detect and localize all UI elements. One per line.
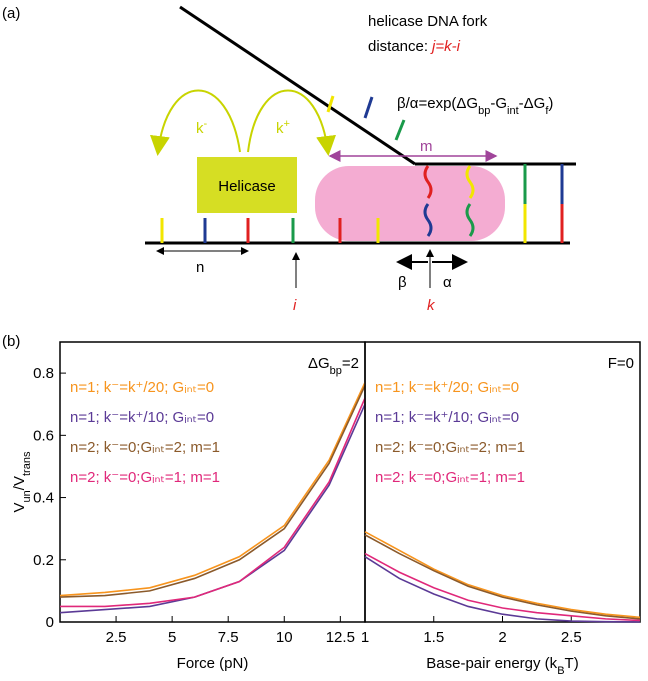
label-part: k [276,120,284,137]
legend-entry: n=2; k⁻=0;Gᵢₙₜ=2; m=1 [70,439,220,456]
series-line [59,382,366,597]
legend-entry: n=2; k⁻=0;Gᵢₙₜ=1; m=1 [375,469,525,486]
legend-entry: n=1; k⁻=k⁺/10; Gᵢₙₜ=0 [375,409,519,426]
label-part: -G [490,95,507,112]
y-tick-label: 0.4 [33,490,54,507]
y-tick-label: 0.8 [33,365,54,382]
label-part: V [11,502,28,512]
panel-label: (a) [2,5,20,22]
x-tick-label: 1.5 [423,629,444,646]
fork-title: helicase DNA fork [368,13,488,30]
x-tick-label: 5 [168,629,176,646]
label-part: B [557,665,564,677]
legend-entry: n=2; k⁻=0;Gᵢₙₜ=2; m=1 [375,439,525,456]
rate-arrow [150,89,241,156]
label-part: int [507,105,519,117]
series-line [364,552,641,622]
x-axis-label: Base-pair energy (kBT) [426,655,578,677]
series-line [364,534,641,620]
x-tick-label: 1 [361,629,369,646]
label-part: + [284,118,290,130]
x-tick-label: 12.5 [326,629,355,646]
label-part: k [196,120,204,137]
m-label: m [420,138,433,155]
label-part: ΔG [308,355,330,372]
label-part: =2 [342,355,359,372]
k-minus-label: k- [196,118,208,137]
x-tick-label: 2.5 [561,629,582,646]
alpha-label: α [443,274,452,291]
annotation: ΔGbp=2 [308,355,359,377]
label-part: trans [21,451,33,476]
x-tick-label: 2.5 [106,629,127,646]
x-axis-label: Force (pN) [177,655,249,672]
dna-strand [179,5,416,166]
legend-entry: n=2; k⁻=0;Gᵢₙₜ=1; m=1 [70,469,220,486]
y-axis-label: Vun/Vtrans [11,451,33,512]
series-line [364,531,641,619]
k-label: k [427,297,436,314]
series-line [364,555,641,623]
helicase-label: Helicase [218,178,276,195]
legend-entry: n=1; k⁻=k⁺/10; Gᵢₙₜ=0 [70,409,214,426]
n-label: n [196,259,204,276]
annotation: F=0 [608,355,634,372]
bases [160,95,564,243]
y-tick-label: 0.2 [33,552,54,569]
series-line [59,403,366,614]
label-part: distance: [368,38,428,55]
beta-label: β [398,274,407,291]
y-tick-label: 0 [46,614,54,631]
legend-entry: n=1; k⁻=k⁺/20; Gᵢₙₜ=0 [375,379,519,396]
series-line [59,385,366,598]
label-part: j=k-i [430,38,461,55]
fork-region [315,166,505,241]
y-tick-label: 0.6 [33,427,54,444]
label-part: Base-pair energy (k [426,655,557,672]
x-tick-label: 7.5 [218,629,239,646]
x-tick-label: 2 [498,629,506,646]
helicase-box [197,157,297,213]
x-tick-label: 10 [276,629,293,646]
series-line [60,397,366,608]
rate-formula: β/α=exp(ΔGbp-Gint-ΔGf) [397,95,553,117]
legend-entry: n=1; k⁻=k⁺/20; Gᵢₙₜ=0 [70,379,214,396]
label-part: f [545,105,549,117]
label-part: -ΔG [519,95,546,112]
rate-arrow [247,89,336,156]
label-part: /V [11,476,28,490]
label-part: un [21,490,33,502]
label-part: β/α=exp(ΔG [397,95,478,112]
panel-label: (b) [2,333,20,350]
distance-label: distance: j=k-i [368,38,461,55]
k-plus-label: k+ [276,118,290,137]
label-part: - [204,118,208,130]
label-part: bp [330,365,342,377]
label-part: ) [548,95,553,112]
label-part: bp [478,105,490,117]
label-part: T) [565,655,579,672]
i-label: i [293,297,297,314]
